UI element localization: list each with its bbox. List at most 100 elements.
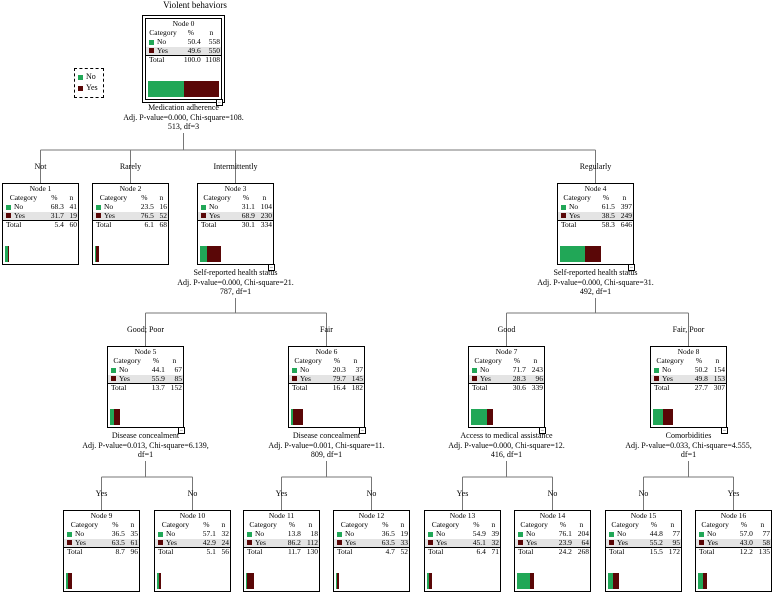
col-category: Category [149, 28, 177, 37]
swatch-no [201, 204, 206, 210]
yes-pct: 76.5 [133, 211, 155, 221]
no-n: 77 [762, 528, 771, 538]
no-pct: 76.1 [558, 528, 572, 538]
yes-n: 230 [255, 211, 273, 221]
edge-label: No [187, 489, 198, 498]
node-table: Category% n No 50.4 558 Yes 49.6 550 Total 100.0 1… [146, 28, 221, 66]
total-pct: 11.7 [282, 547, 302, 558]
node-title: Node 0 [172, 19, 195, 28]
yes-pct: 55.9 [146, 374, 166, 384]
node-title: Node 13 [449, 511, 476, 520]
total-n: 1108 [201, 55, 221, 66]
category-yes: Yes [617, 537, 628, 547]
collapse-toggle[interactable]: − [628, 264, 635, 271]
yes-pct: 38.5 [596, 211, 616, 221]
category-yes: Yes [14, 210, 25, 220]
yes-pct: 63.5 [374, 538, 396, 548]
total-label: Total [558, 220, 597, 231]
no-pct: 36.5 [111, 528, 125, 538]
bar-yes [585, 246, 602, 262]
row-no-label: No [3, 202, 44, 212]
total-pct: 30.1 [236, 220, 256, 231]
node-title: Node 9 [90, 511, 113, 520]
total-n: 152 [165, 383, 183, 394]
swatch-yes [292, 376, 297, 382]
node-bar [157, 573, 228, 589]
node-title: Node 2 [119, 184, 142, 193]
edge-label: No [547, 489, 558, 498]
category-no: No [104, 201, 114, 211]
split-description: Self-reported health status Adj. P-value=… [501, 268, 691, 297]
row-yes-label: Yes [469, 374, 508, 384]
col-category: Category [294, 356, 322, 365]
node-table: Category% n No 44.8 77 Yes 55.2 95 Total 15.5 172 [606, 520, 681, 558]
total-label: Total [146, 55, 180, 66]
swatch-no [247, 531, 252, 537]
split-description: Disease concealment Adj. P-value=0.001, C… [232, 431, 422, 460]
total-pct: 5.1 [195, 547, 217, 558]
total-pct: 100.0 [179, 55, 202, 66]
bar-yes [293, 409, 303, 425]
tree-node: Node 12 Category% n No 36.5 19 Yes 63.5 33 Total 4… [333, 510, 410, 592]
row-no-label: No [289, 364, 327, 375]
col-n: n [533, 356, 538, 365]
swatch-yes [561, 213, 566, 219]
bar-yes [7, 246, 9, 262]
node-table: Category% n No 71.7 243 Yes 28.3 96 Total 30.6 339 [469, 356, 544, 394]
total-pct: 13.7 [146, 383, 166, 394]
swatch-yes [149, 48, 154, 54]
row-yes-label: Yes [696, 538, 735, 548]
no-pct: 20.3 [332, 364, 346, 374]
col-category: Category [9, 193, 38, 202]
total-label: Total [469, 383, 508, 394]
total-label: Total [651, 383, 690, 394]
bar-no [291, 409, 294, 425]
yes-n: 19 [64, 211, 78, 221]
node-bar [560, 246, 631, 262]
edge-label: Good; Poor [126, 325, 165, 334]
swatch-no [149, 39, 154, 45]
split-line: Self-reported health status [553, 268, 638, 277]
bar-no [471, 409, 487, 425]
row-yes-label: Yes [244, 538, 283, 548]
split-line: Self-reported health status [193, 268, 278, 277]
col-pct: % [559, 520, 567, 529]
node-table: Category% n No 20.3 37 Yes 79.7 145 Total 16.4 182 [289, 356, 364, 394]
swatch-no [6, 204, 11, 210]
row-yes-label: Yes [289, 374, 328, 384]
bar-no [246, 573, 248, 589]
split-line: Adj. P-value=0.033, Chi-square=4.555, [625, 440, 752, 450]
collapse-toggle[interactable]: − [721, 427, 728, 434]
col-n: n [400, 520, 405, 529]
node-table: Category% n No 50.2 154 Yes 49.8 153 Total 27.7 30… [651, 356, 726, 394]
legend: No Yes [74, 68, 104, 98]
col-n: n [221, 520, 226, 529]
collapse-toggle[interactable]: − [359, 427, 366, 434]
col-category: Category [70, 520, 99, 529]
collapse-toggle[interactable]: − [539, 427, 546, 434]
no-pct: 44.1 [151, 364, 165, 374]
tree-node: Node 15 Category% n No 44.8 77 Yes 55.2 95 Total 1… [605, 510, 682, 592]
legend-item-no: No [78, 71, 103, 82]
tree-node: Node 2 Category% n No 23.5 16 Yes 76.5 52 Total 6.… [92, 183, 169, 265]
total-n: 307 [708, 383, 726, 394]
collapse-toggle[interactable]: − [216, 99, 223, 106]
row-yes-label: Yes [3, 210, 44, 221]
collapse-toggle[interactable]: − [178, 427, 185, 434]
swatch-no [654, 367, 659, 373]
category-yes: Yes [119, 373, 130, 383]
edge-label: No [638, 489, 649, 498]
yes-pct: 63.5 [104, 538, 126, 548]
row-no-label: No [146, 37, 180, 47]
node-table: Category% n No 36.5 35 Yes 63.5 61 Total 8.7 96 [64, 520, 139, 558]
collapse-toggle[interactable]: − [268, 264, 275, 271]
total-label: Total [108, 383, 147, 394]
no-n: 41 [69, 201, 78, 211]
yes-n: 249 [615, 211, 633, 221]
col-pct: % [152, 356, 160, 365]
category-no: No [300, 364, 310, 374]
total-pct: 8.7 [104, 547, 126, 558]
node-table: Category% n No 57.0 77 Yes 43.0 58 Total 12.2 135 [696, 520, 771, 558]
total-n: 56 [216, 547, 230, 558]
